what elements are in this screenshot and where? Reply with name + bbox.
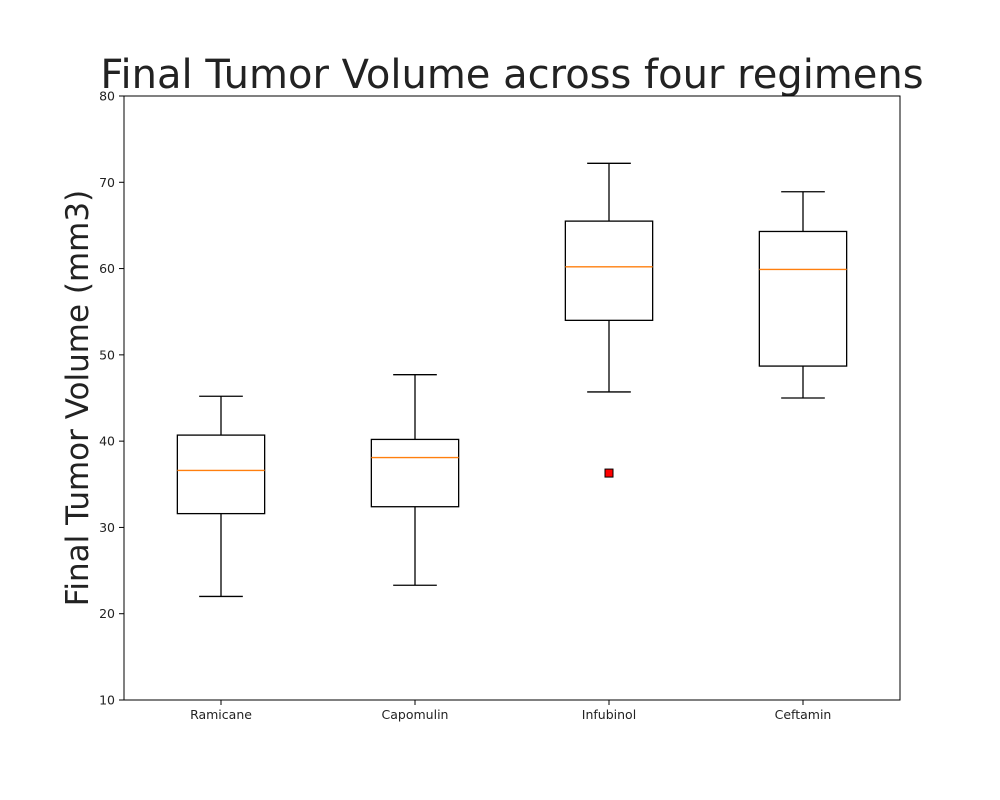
outlier-marker <box>604 468 614 478</box>
y-tick-label: 30 <box>99 520 115 535</box>
x-tick-label: Ceftamin <box>775 707 832 722</box>
y-tick-label: 60 <box>99 261 115 276</box>
y-tick-label: 10 <box>99 693 115 708</box>
box-iqr <box>370 438 460 508</box>
box-iqr <box>564 220 654 321</box>
x-tick-label: Capomulin <box>382 707 449 722</box>
y-tick-label: 50 <box>99 347 115 362</box>
y-tick-label: 70 <box>99 175 115 190</box>
y-axis-label: Final Tumor Volume (mm3) <box>60 190 96 606</box>
x-tick-label: Ramicane <box>190 707 252 722</box>
box-iqr <box>176 434 266 515</box>
x-tick-label: Infubinol <box>582 707 636 722</box>
y-tick-label: 80 <box>99 89 115 104</box>
y-tick-label: 40 <box>99 434 115 449</box>
axes-frame <box>123 95 901 701</box>
plot-area: 10 20 30 40 50 60 70 80 Ramicane Capomulin Infubin… <box>99 89 901 722</box>
box-iqr <box>758 230 848 367</box>
y-tick-label: 20 <box>99 606 115 621</box>
chart-title: Final Tumor Volume across four regimens <box>100 52 923 98</box>
